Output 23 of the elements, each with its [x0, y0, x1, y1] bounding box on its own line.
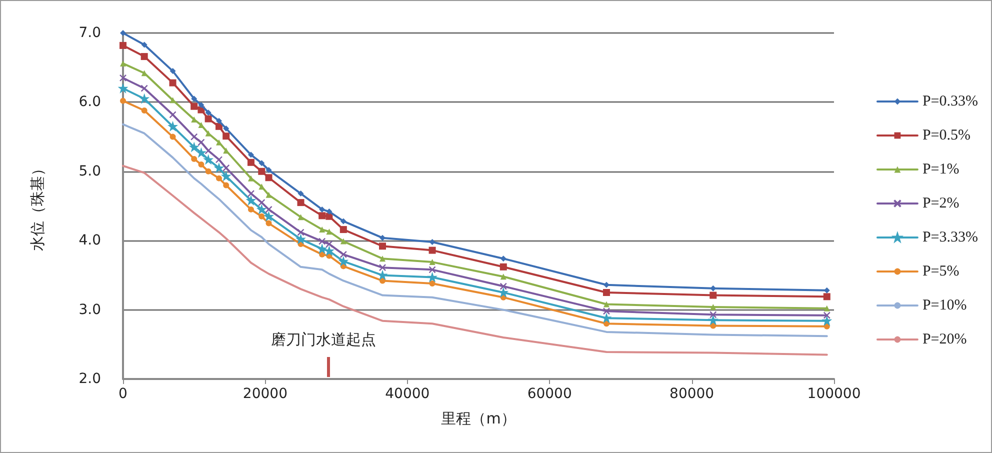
y-tick-label: 5.0: [78, 163, 101, 180]
legend-label: P=0.5%: [922, 128, 970, 144]
y-tick-label: 2.0: [78, 371, 101, 387]
y-axis-title: 水位（珠基）: [28, 161, 46, 251]
y-tick-label: 3.0: [78, 302, 101, 318]
legend-label: P=20%: [922, 332, 967, 348]
x-axis-title: 里程（m）: [441, 410, 516, 428]
legend-label: P=1%: [922, 162, 960, 178]
legend-label: P=2%: [922, 196, 960, 212]
x-tick-label: 20000: [242, 386, 288, 402]
legend-label: P=10%: [922, 298, 967, 314]
legend-label: P=3.33%: [922, 230, 978, 246]
y-tick-label: 4.0: [78, 232, 101, 249]
annotation: 磨刀门水道起点: [271, 330, 376, 348]
x-tick-label: 60000: [527, 386, 572, 402]
x-tick-label: 0: [118, 386, 128, 402]
y-tick-label: 7.0: [78, 25, 101, 41]
x-tick-label: 40000: [385, 386, 430, 402]
x-tick-label: 80000: [670, 386, 714, 402]
y-tick-label: 6.0: [78, 94, 101, 110]
x-tick-label: 100000: [807, 386, 861, 402]
legend-label: P=0.33%: [922, 94, 978, 110]
legend-label: P=5%: [922, 264, 960, 280]
